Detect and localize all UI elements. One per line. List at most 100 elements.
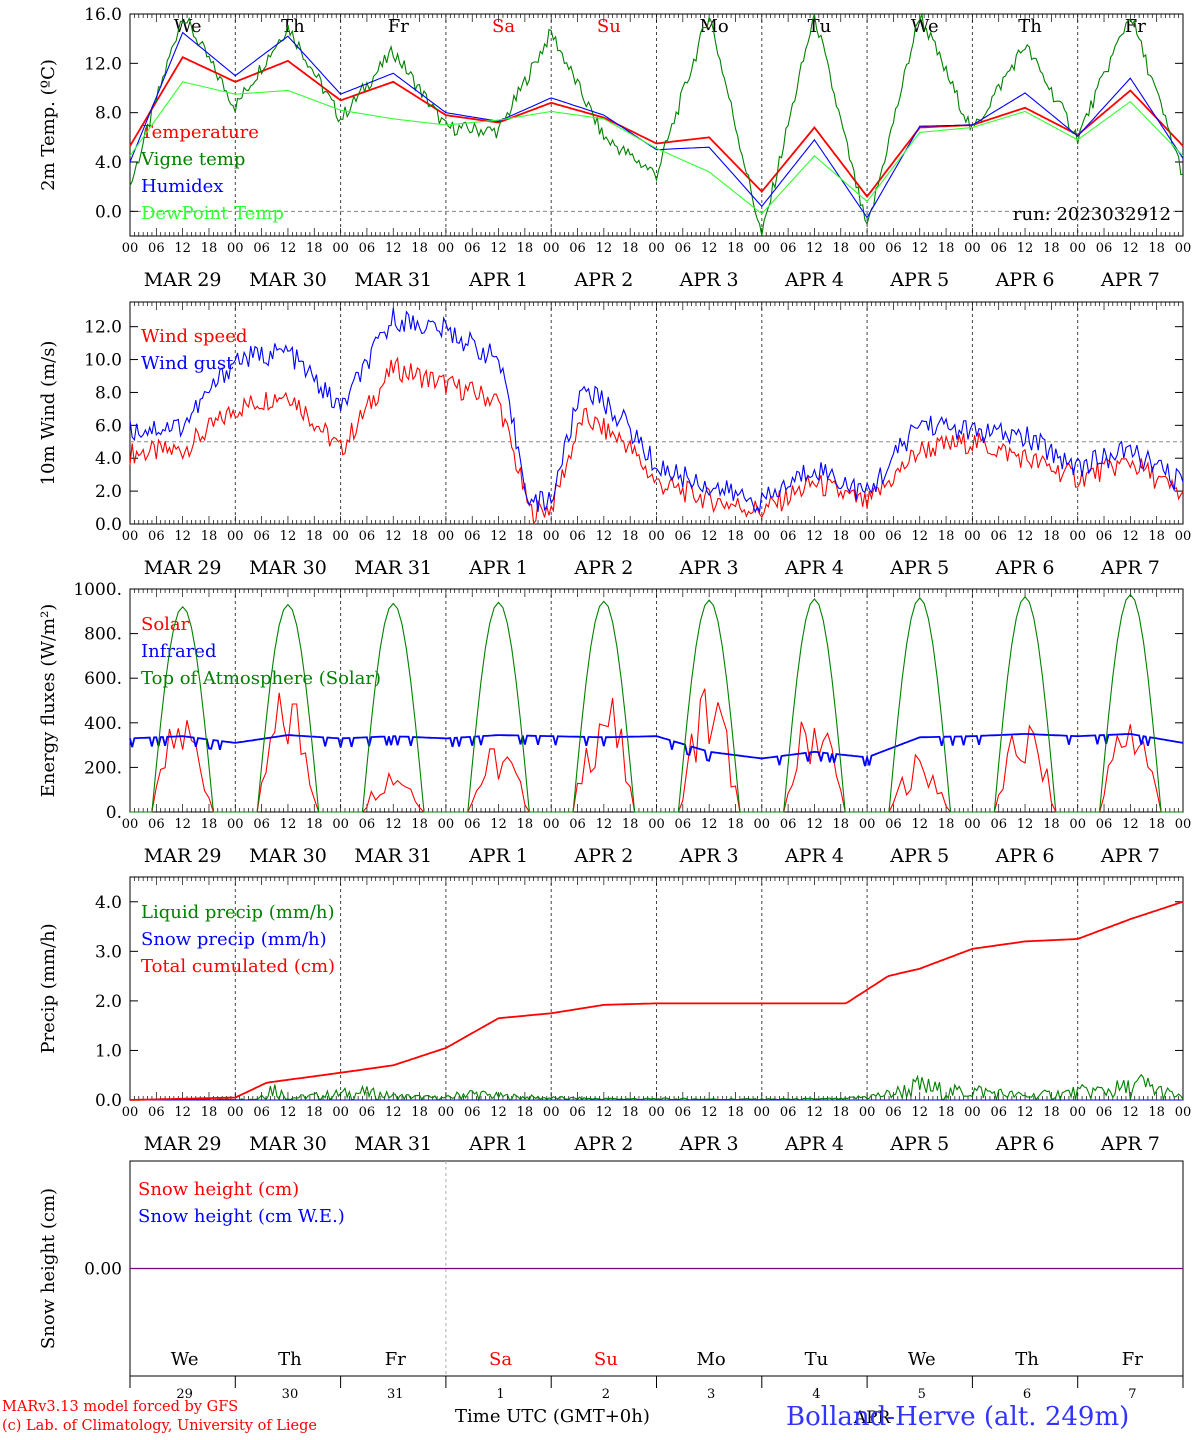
x-hour-label: 00 (227, 817, 244, 832)
x-date-label: APR 2 (573, 269, 633, 291)
weekday-label: Th (278, 1349, 302, 1370)
x-hour-label: 06 (1096, 529, 1113, 544)
x-hour-label: 00 (754, 529, 771, 544)
x-hour-label: 18 (411, 241, 428, 256)
x-hour-label: 00 (227, 529, 244, 544)
x-hour-label: 12 (490, 817, 507, 832)
series-liquid-precip-mm-h- (130, 1073, 1184, 1102)
x-hour-label: 06 (885, 241, 902, 256)
x-hour-label: 12 (596, 241, 613, 256)
x-hour-label: 18 (411, 817, 428, 832)
y-tick-label: 4.0 (95, 153, 122, 173)
legend-entry: Wind speed (141, 326, 247, 347)
weekday-label: Th (281, 16, 305, 37)
weekday-label: Mo (700, 16, 729, 37)
x-date-label: APR 7 (1100, 269, 1160, 291)
x-date-label: APR 4 (784, 557, 844, 579)
x-day-number: 1 (496, 1387, 504, 1402)
x-hour-label: 12 (806, 1105, 823, 1120)
legend-entry: Vigne temp (140, 149, 245, 170)
x-hour-label: 00 (1069, 817, 1086, 832)
x-hour-label: 00 (964, 817, 981, 832)
x-hour-label: 00 (543, 1105, 560, 1120)
x-hour-label: 18 (1043, 817, 1060, 832)
y-axis-label: Precip (mm/h) (38, 923, 59, 1053)
x-hour-label: 12 (174, 241, 191, 256)
x-hour-label: 06 (359, 529, 376, 544)
x-hour-label: 12 (280, 529, 297, 544)
x-hour-label: 18 (517, 817, 534, 832)
x-hour-label: 12 (911, 817, 928, 832)
x-date-label: MAR 30 (249, 269, 327, 291)
series-infrared (129, 733, 1184, 767)
x-hour-label: 18 (306, 529, 323, 544)
x-hour-label: 00 (332, 1105, 349, 1120)
x-date-label: APR 2 (573, 845, 633, 867)
y-tick-label: 0.0 (95, 202, 122, 222)
x-hour-label: 00 (1175, 529, 1192, 544)
x-hour-label: 00 (859, 241, 876, 256)
y-tick-label: 2.0 (95, 992, 122, 1012)
x-hour-label: 06 (253, 241, 270, 256)
legend-entry: Solar (141, 614, 190, 635)
legend-entry: Top of Atmosphere (Solar) (141, 668, 381, 689)
x-hour-label: 18 (1148, 529, 1165, 544)
x-hour-label: 18 (306, 1105, 323, 1120)
x-hour-label: 12 (385, 1105, 402, 1120)
x-hour-label: 00 (1175, 241, 1192, 256)
x-hour-label: 06 (253, 1105, 270, 1120)
weekday-label: Sa (492, 16, 515, 37)
x-hour-label: 06 (675, 1105, 692, 1120)
x-hour-label: 18 (833, 1105, 850, 1120)
x-hour-label: 18 (833, 529, 850, 544)
x-hour-label: 06 (780, 817, 797, 832)
series-vigne-temp (129, 12, 1184, 236)
x-hour-label: 18 (727, 1105, 744, 1120)
x-date-label: APR 1 (468, 1133, 528, 1155)
y-tick-label: 0.0 (95, 1091, 122, 1111)
x-hour-label: 00 (859, 1105, 876, 1120)
x-hour-label: 18 (727, 241, 744, 256)
x-hour-label: 18 (938, 529, 955, 544)
y-tick-label: 4.0 (95, 449, 122, 469)
legend-entry: Total cumulated (cm) (141, 956, 335, 977)
x-hour-label: 00 (1175, 817, 1192, 832)
series-top-of-atmosphere-solar- (130, 593, 1183, 813)
x-hour-label: 06 (464, 529, 481, 544)
x-date-label: APR 6 (995, 1133, 1055, 1155)
x-hour-label: 06 (253, 817, 270, 832)
weekday-label: Fr (385, 1349, 406, 1370)
legend-entry: Humidex (141, 176, 223, 197)
x-hour-label: 06 (464, 817, 481, 832)
x-hour-label: 12 (490, 1105, 507, 1120)
x-hour-label: 00 (859, 529, 876, 544)
x-hour-label: 00 (122, 529, 139, 544)
x-hour-label: 18 (727, 529, 744, 544)
x-hour-label: 12 (911, 529, 928, 544)
x-hour-label: 00 (964, 241, 981, 256)
x-date-label: APR 6 (995, 845, 1055, 867)
series-humidex (129, 31, 1184, 219)
x-hour-label: 06 (780, 529, 797, 544)
x-hour-label: 18 (201, 529, 218, 544)
x-hour-label: 18 (833, 817, 850, 832)
x-hour-label: 00 (122, 1105, 139, 1120)
x-hour-label: 18 (727, 817, 744, 832)
x-hour-label: 12 (174, 817, 191, 832)
x-hour-label: 12 (1017, 529, 1034, 544)
legend-entry: Snow height (cm) (138, 1179, 299, 1200)
x-hour-label: 12 (701, 529, 718, 544)
x-hour-label: 00 (754, 1105, 771, 1120)
x-date-label: MAR 31 (354, 557, 432, 579)
y-tick-label: 12.0 (84, 318, 122, 338)
y-tick-label: 200. (84, 758, 122, 778)
x-hour-label: 12 (280, 817, 297, 832)
x-day-number: 7 (1128, 1387, 1136, 1402)
x-hour-label: 06 (359, 817, 376, 832)
x-hour-label: 12 (911, 1105, 928, 1120)
x-hour-label: 18 (1148, 1105, 1165, 1120)
y-tick-label: 1.0 (95, 1041, 122, 1061)
x-hour-label: 00 (438, 817, 455, 832)
x-hour-label: 12 (280, 241, 297, 256)
weekday-label: Su (597, 16, 621, 37)
